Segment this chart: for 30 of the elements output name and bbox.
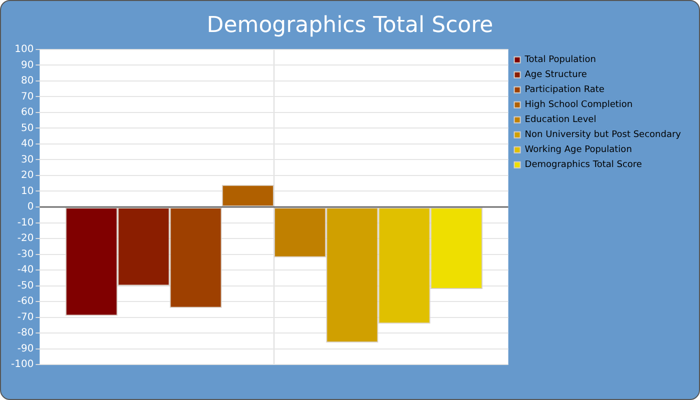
chart-title: Demographics Total Score <box>206 12 494 38</box>
legend-label: High School Completion <box>524 100 633 110</box>
y-tick-label: -100 <box>10 359 34 370</box>
y-tick-label: 90 <box>20 60 34 71</box>
legend-label: Total Population <box>524 55 596 66</box>
y-tick-label: -50 <box>17 280 34 292</box>
y-tick-label: 80 <box>20 76 34 87</box>
y-tick-label: 50 <box>20 122 34 134</box>
y-tick-label: 0 <box>27 202 34 213</box>
y-tick-label: -90 <box>17 343 34 354</box>
legend-label: Age Structure <box>524 70 588 80</box>
y-tick-label: -30 <box>17 248 34 260</box>
legend-label: Demographics Total Score <box>524 160 642 170</box>
y-tick-label: 10 <box>20 186 34 197</box>
y-tick-label: -40 <box>17 264 34 276</box>
y-tick-label: 30 <box>20 154 34 166</box>
y-tick-label: -80 <box>17 328 34 339</box>
legend-label: Working Age Population <box>524 145 632 156</box>
y-tick-label: -60 <box>17 296 34 308</box>
legend-label: Non University but Post Secondary <box>524 130 682 140</box>
y-tick-label: 100 <box>14 44 34 55</box>
legend-label: Participation Rate <box>524 85 605 96</box>
y-tick-label: -20 <box>17 233 34 244</box>
y-tick-label: 20 <box>20 170 34 182</box>
y-tick-label: -10 <box>17 217 34 228</box>
y-tick-label: 70 <box>20 91 34 102</box>
y-tick-label: 60 <box>20 107 34 118</box>
legend-label: Education Level <box>524 115 596 126</box>
y-tick-label: 40 <box>20 138 34 150</box>
y-tick-label: -70 <box>17 312 34 323</box>
